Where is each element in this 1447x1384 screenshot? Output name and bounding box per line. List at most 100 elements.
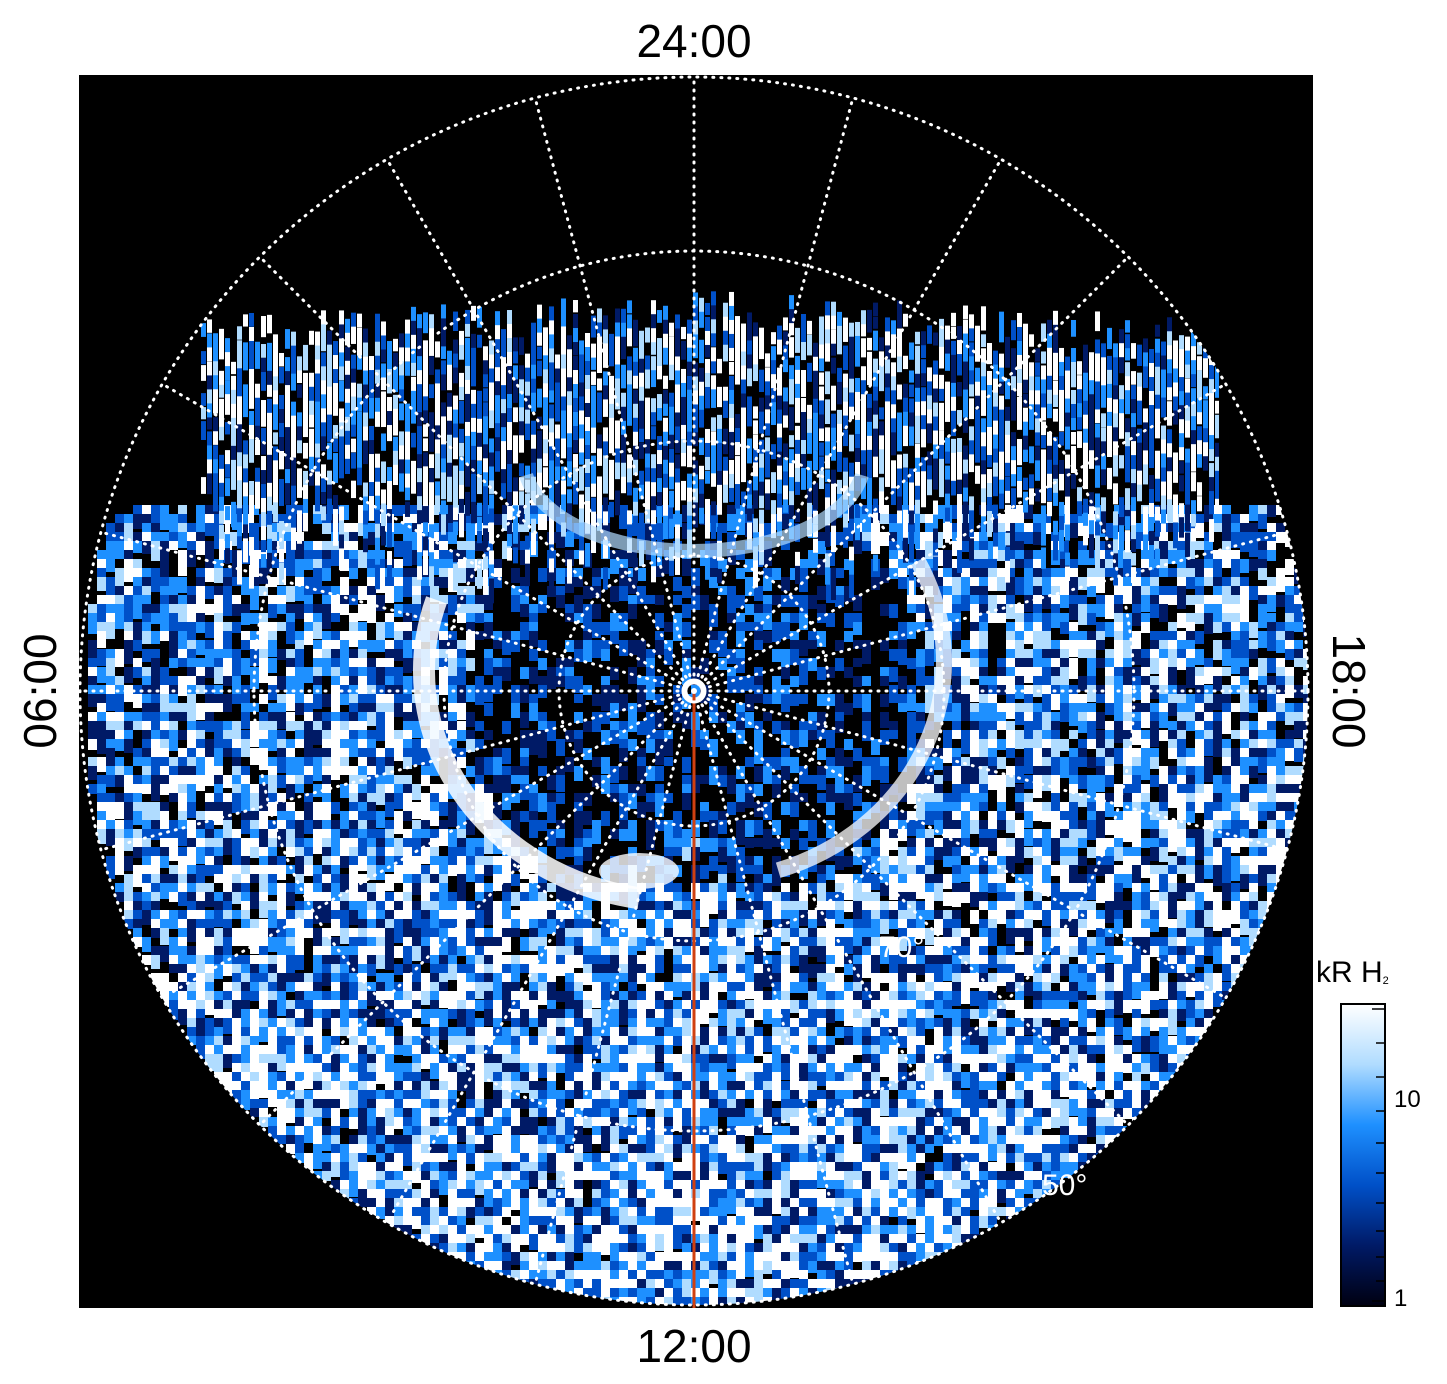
emission-pixel (313, 649, 322, 665)
emission-pixel (1186, 757, 1195, 774)
emission-pixel (709, 829, 718, 840)
emission-pixel (1078, 595, 1087, 606)
emission-pixel (916, 856, 925, 869)
emission-pixel (520, 685, 529, 703)
emission-pixel (511, 874, 520, 886)
emission-pixel (808, 946, 817, 957)
emission-pixel (538, 982, 547, 991)
emission-pixel (412, 523, 421, 533)
emission-pixel (1186, 676, 1195, 688)
emission-pixel (358, 721, 367, 731)
emission-pixel (862, 541, 871, 551)
emission-pixel (1078, 550, 1087, 565)
emission-pixel (1150, 919, 1159, 932)
emission-pixel (1042, 847, 1051, 859)
emission-pixel (889, 946, 898, 959)
emission-pixel (394, 622, 403, 631)
emission-pixel (223, 802, 232, 819)
emission-pixel (943, 910, 952, 925)
emission-pixel (376, 856, 385, 868)
emission-pixel (1186, 883, 1195, 893)
emission-pixel (790, 982, 799, 993)
emission-pixel (322, 613, 331, 629)
emission-pixel (340, 595, 349, 608)
emission-pixel (259, 973, 268, 987)
emission-pixel (1078, 793, 1087, 807)
emission-pixel (475, 982, 484, 999)
emission-pixel (1276, 676, 1285, 686)
emission-pixel (619, 505, 628, 521)
emission-pixel (1150, 748, 1159, 765)
emission-pixel (1177, 730, 1186, 746)
emission-pixel (970, 586, 979, 602)
emission-pixel (1123, 847, 1132, 860)
emission-pixel (322, 631, 331, 642)
emission-pixel (1087, 820, 1096, 833)
emission-pixel (754, 676, 763, 690)
emission-pixel (862, 829, 871, 840)
emission-pixel (511, 811, 520, 828)
emission-pixel (349, 946, 358, 958)
emission-pixel (457, 946, 466, 956)
emission-pixel (871, 847, 880, 857)
emission-pixel (736, 703, 745, 715)
emission-pixel (988, 982, 997, 995)
emission-pixel (286, 892, 295, 906)
emission-pixel (277, 622, 286, 631)
emission-pixel (106, 739, 115, 754)
emission-pixel (142, 730, 151, 744)
emission-pixel (277, 883, 286, 893)
emission-pixel (151, 820, 160, 831)
emission-pixel (799, 766, 808, 784)
emission-pixel (376, 730, 385, 741)
emission-pixel (1078, 694, 1087, 705)
emission-pixel (358, 766, 367, 778)
emission-pixel (961, 811, 970, 820)
emission-pixel (88, 658, 97, 673)
emission-pixel (403, 703, 412, 718)
emission-pixel (700, 811, 709, 822)
emission-pixel (304, 973, 313, 984)
emission-pixel (727, 928, 736, 945)
emission-pixel (160, 820, 169, 831)
emission-pixel (439, 577, 448, 588)
emission-pixel (1087, 676, 1096, 692)
emission-pixel (637, 685, 646, 697)
emission-pixel (736, 766, 745, 779)
emission-pixel (484, 577, 493, 588)
emission-pixel (367, 685, 376, 699)
emission-pixel (250, 811, 259, 821)
emission-pixel (1078, 973, 1087, 983)
emission-pixel (1204, 946, 1213, 956)
emission-pixel (304, 541, 313, 550)
emission-pixel (1114, 613, 1123, 626)
emission-pixel (1105, 847, 1114, 858)
emission-pixel (583, 685, 592, 695)
emission-pixel (160, 505, 169, 521)
emission-pixel (1258, 775, 1267, 788)
emission-pixel (700, 946, 709, 955)
emission-pixel (988, 505, 997, 514)
emission-pixel (1033, 955, 1042, 964)
emission-pixel (943, 730, 952, 740)
emission-pixel (133, 784, 142, 798)
emission-pixel (565, 937, 574, 949)
emission-pixel (916, 955, 925, 966)
emission-pixel (907, 937, 916, 954)
emission-pixel (466, 919, 475, 931)
emission-pixel (655, 820, 664, 831)
emission-pixel (493, 514, 502, 525)
emission-pixel (637, 721, 646, 735)
emission-pixel (934, 748, 943, 762)
emission-pixel (637, 649, 646, 667)
emission-pixel (700, 910, 709, 927)
emission-pixel (628, 604, 637, 619)
emission-pixel (637, 964, 646, 976)
emission-pixel (106, 532, 115, 544)
emission-pixel (610, 766, 619, 783)
emission-pixel (1033, 658, 1042, 667)
emission-pixel (151, 541, 160, 557)
emission-pixel (259, 784, 268, 799)
emission-pixel (1240, 586, 1249, 597)
emission-pixel (259, 730, 268, 742)
